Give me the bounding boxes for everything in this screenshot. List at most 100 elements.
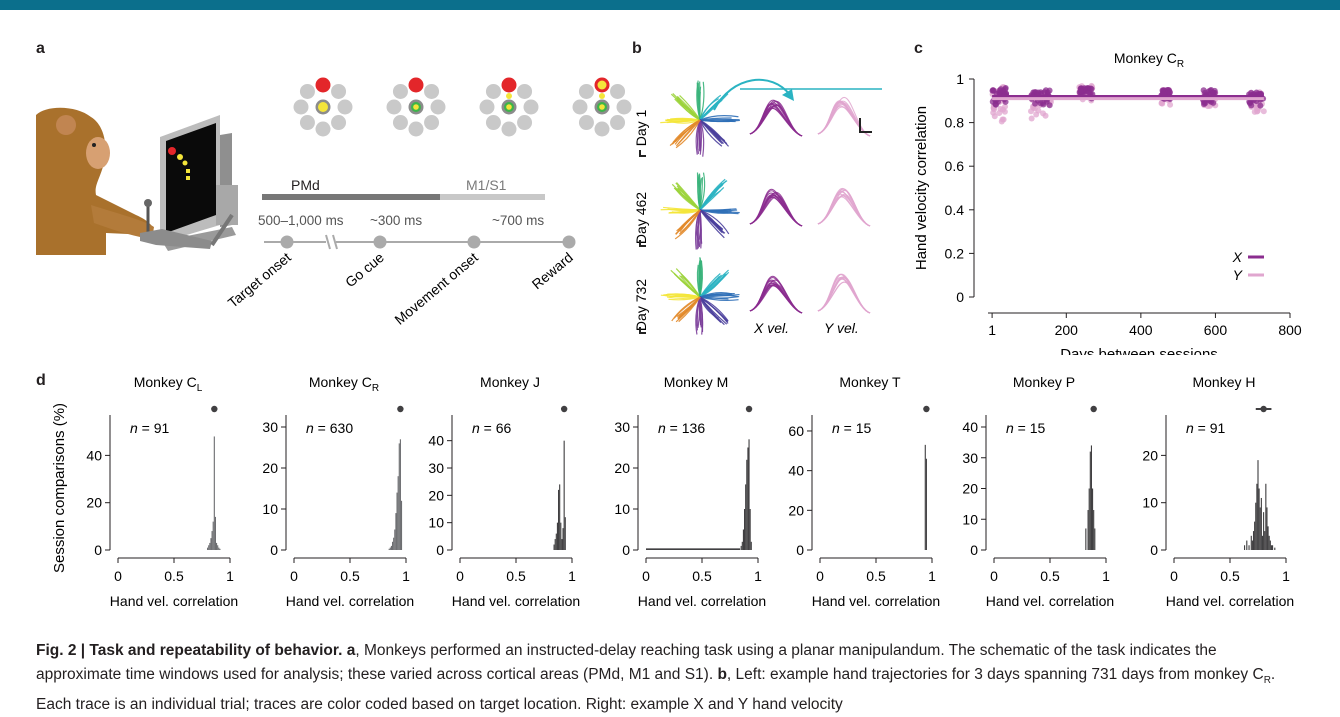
hist-bar [557, 523, 558, 550]
y-tick-label: 10 [1142, 495, 1158, 511]
velocity-trace [750, 107, 802, 136]
y-tick-label: 0.6 [945, 158, 965, 174]
n-symbol: n [472, 420, 480, 436]
hist-bar [744, 509, 745, 550]
target-dot-gray [338, 100, 353, 115]
hist-bar [741, 546, 742, 550]
hist-bar [1261, 498, 1262, 550]
hist-bar [210, 538, 211, 550]
cursor-dot [599, 104, 605, 110]
x-axis-label: Hand vel. correlation [452, 593, 580, 609]
hist-bar [1094, 528, 1095, 550]
x-tick-label: 1 [1102, 568, 1110, 584]
trajectory-trace [700, 297, 727, 324]
target-dot-gray [294, 100, 309, 115]
caption-b-text: , Left: example hand trajectories for 3 … [727, 666, 1264, 683]
x-axis-label: Hand vel. correlation [812, 593, 940, 609]
velocity-trace [750, 286, 802, 313]
hist-title: Monkey P [1013, 375, 1075, 390]
interval-label: ~700 ms [492, 213, 544, 228]
y-tick-label: 0 [1150, 542, 1158, 558]
hist-bar [389, 549, 390, 550]
monkey-illustration [36, 108, 154, 255]
y-tick-label: 20 [788, 502, 804, 518]
x-tick-label: 0 [816, 568, 824, 584]
y-tick-label: 40 [428, 433, 444, 449]
hist-bar [562, 528, 563, 550]
hist-bar [1271, 545, 1272, 550]
y-tick-label: 0 [956, 289, 964, 305]
target-dot-gray [486, 115, 501, 130]
target-dot-gray [517, 84, 532, 99]
velocity-trace [750, 284, 802, 313]
x-axis-label: Hand vel. correlation [286, 593, 414, 609]
hist-bar [554, 545, 555, 550]
hist-bar [646, 548, 740, 550]
x-tick-label: 800 [1278, 322, 1302, 338]
target-dot-gray [300, 115, 315, 130]
target-dot-gray [610, 115, 625, 130]
y-tick-label: 0.4 [945, 202, 965, 218]
target-dot-gray [502, 122, 517, 137]
hist-bar [1260, 507, 1261, 550]
velocity-trace [750, 197, 802, 226]
hist-bar [1272, 545, 1273, 550]
chart-title-sub: R [1177, 59, 1184, 70]
timeline-event-dot [374, 236, 387, 249]
velocity-trace [818, 278, 870, 313]
y-tick-label: 20 [262, 460, 278, 476]
interval-label: 500–1,000 ms [258, 213, 344, 228]
target-dot-gray [424, 115, 439, 130]
target-dot-red [502, 78, 517, 93]
n-symbol: n [1006, 420, 1014, 436]
timeline-event-dot [281, 236, 294, 249]
hist-title: Monkey H [1192, 375, 1255, 390]
n-label: n = 66 [472, 420, 512, 436]
velocity-trace [818, 278, 870, 313]
hist-bar [565, 517, 566, 550]
x-tick-label: 0.5 [164, 568, 184, 584]
velocity-trace [818, 282, 870, 313]
y-tick-label: 30 [262, 419, 278, 435]
hist-bar [556, 534, 557, 550]
n-label: n = 15 [832, 420, 872, 436]
x-axis-label: Hand vel. correlation [1166, 593, 1294, 609]
hist-title: Monkey J [480, 375, 540, 390]
hist-bar [208, 545, 209, 550]
n-label: n = 136 [658, 420, 705, 436]
x-tick-label: 1 [568, 568, 576, 584]
mean-marker [1260, 406, 1266, 412]
hist-bar [392, 542, 393, 550]
x-tick-label: 0 [642, 568, 650, 584]
y-tick-label: 0.2 [945, 245, 965, 261]
hist-title: Monkey CR [309, 375, 379, 394]
y-tick-label: 40 [788, 463, 804, 479]
hist-bar [926, 459, 927, 550]
n-value: = 91 [138, 420, 170, 436]
x-axis-label: Hand vel. correlation [638, 593, 766, 609]
panel-a-task-schematic: PMd M1/S1 500–1,000 ms ~300 ms ~700 ms T… [36, 55, 636, 375]
target-dot-gray [300, 84, 315, 99]
velocity-trace [750, 285, 802, 313]
y-tick-label: 40 [86, 447, 102, 463]
hist-bar [394, 530, 395, 551]
hist-bar [1270, 541, 1271, 550]
hist-bar [398, 476, 399, 550]
scatter-point [1078, 88, 1084, 94]
x-tick-label: 200 [1055, 322, 1079, 338]
x-tick-label: 0.5 [1040, 568, 1060, 584]
velocity-trace [750, 195, 802, 226]
hist-bar [558, 490, 559, 550]
x-tick-label: 1 [1282, 568, 1290, 584]
target-dot-gray [524, 100, 539, 115]
y-tick-label: 30 [428, 460, 444, 476]
n-value: = 15 [840, 420, 872, 436]
hist-bar [219, 549, 220, 550]
n-symbol: n [1186, 420, 1194, 436]
x-tick-label: 0 [990, 568, 998, 584]
hist-bar [555, 539, 556, 550]
y-tick-label: 10 [428, 515, 444, 531]
hist-bar [1248, 545, 1249, 550]
hist-bar [391, 546, 392, 550]
hist-bar [747, 448, 748, 551]
